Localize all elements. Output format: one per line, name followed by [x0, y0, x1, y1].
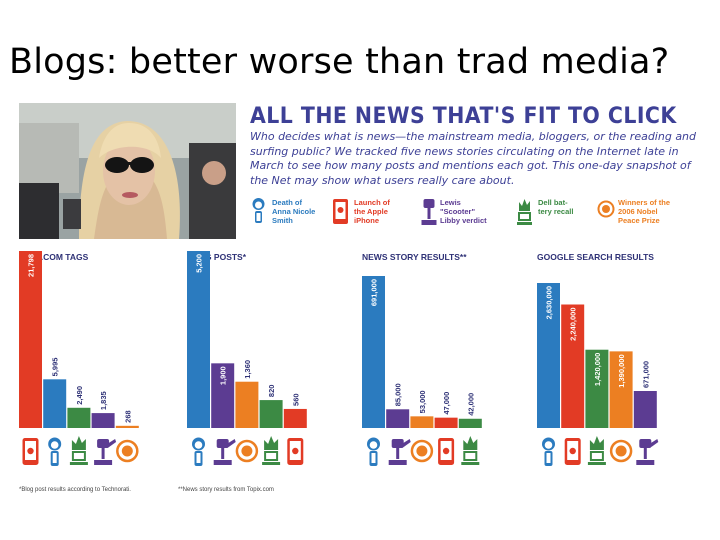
burning-laptop-icon [69, 436, 88, 465]
infographic-header: ALL THE NEWS THAT'S FIT TO CLICK Who dec… [236, 103, 702, 240]
bar-label: 820 [267, 385, 276, 398]
nobel-laurel-icon [597, 200, 615, 218]
bar-label: 1,390,000 [617, 354, 626, 387]
bar-label: 671,000 [641, 361, 650, 388]
gavel-icon [94, 439, 117, 465]
bar [633, 391, 657, 428]
bar-label: 5,200 [195, 254, 204, 273]
bar-label: 1,900 [219, 366, 228, 385]
legend-label: Death of Anna Nicole Smith [272, 198, 316, 225]
bar [561, 304, 585, 428]
nobel-laurel-icon [609, 439, 633, 463]
legend-label: Winners of the 2006 Nobel Peace Prize [618, 198, 671, 225]
chart-title: GOOGLE SEARCH RESULTS [537, 252, 654, 262]
bar [609, 351, 633, 428]
bar-label: 1,835 [99, 391, 108, 410]
infographic-intro: Who decides what is news—the mainstream … [250, 130, 697, 187]
legend-label: Lewis "Scooter" Libby verdict [440, 198, 487, 225]
bar-label: 691,000 [370, 279, 379, 306]
bar [19, 251, 42, 428]
gavel-icon [421, 199, 437, 225]
legend-label: Dell bat- tery recall [538, 198, 574, 216]
iphone-icon [22, 438, 39, 465]
bar [585, 349, 609, 428]
bar [458, 418, 482, 428]
bar-label: 47,000 [442, 392, 451, 415]
chart-panel: BLOG POSTS*5,200 1,900 1,360 820 560 [187, 251, 307, 466]
bar-label: 5,995 [51, 358, 60, 377]
iphone-icon [333, 199, 348, 224]
bar-label: 2,240,000 [569, 308, 578, 341]
bar-label: 53,000 [418, 390, 427, 413]
gavel-icon [388, 439, 411, 465]
burning-laptop-icon [262, 436, 281, 465]
nobel-laurel-icon [235, 439, 259, 463]
footnote-news: **News story results from Topix.com [178, 487, 274, 493]
iphone-icon [438, 438, 455, 465]
anna-nicole-icon [252, 198, 265, 223]
bar [410, 416, 434, 428]
bar-label: 268 [123, 410, 132, 423]
chart-title: BLOG POSTS* [187, 252, 247, 262]
bar [43, 379, 67, 428]
legend-label: Launch of the Apple iPhone [354, 198, 390, 225]
anna-nicole-icon [192, 437, 205, 466]
bar [91, 413, 115, 428]
bar [115, 425, 139, 428]
slide-title: Blogs: better worse than trad media? [9, 42, 670, 82]
footnote-blog: *Blog post results according to Technora… [19, 487, 131, 493]
bar-label: 2,630,000 [545, 286, 554, 319]
bar [537, 283, 560, 428]
chart-title: DIGG.COM TAGS [19, 252, 89, 262]
chart-panel: GOOGLE SEARCH RESULTS 2,630,000 2,240,000 1… [537, 252, 659, 466]
burning-laptop-icon [587, 436, 606, 465]
infographic-headline: ALL THE NEWS THAT'S FIT TO CLICK [250, 104, 677, 129]
bar [235, 381, 259, 428]
anna-nicole-icon [48, 437, 62, 466]
bar-label: 1,420,000 [593, 353, 602, 386]
bar-label: 21,798 [27, 254, 36, 277]
news-photo [19, 103, 236, 239]
burning-laptop-icon [517, 199, 532, 225]
nobel-laurel-icon [116, 439, 139, 463]
bar [434, 417, 458, 428]
bar-label: 42,000 [466, 393, 475, 416]
iphone-icon [564, 438, 581, 465]
bar [187, 251, 210, 428]
gavel-icon [213, 439, 236, 465]
bar-label: 1,360 [243, 360, 252, 379]
burning-laptop-icon [461, 436, 480, 465]
bar [211, 363, 235, 428]
bar [67, 407, 91, 428]
bar [362, 276, 385, 428]
gavel-icon [636, 439, 659, 465]
iphone-icon [287, 438, 304, 465]
woman-with-sunglasses-photo [19, 103, 236, 239]
bar [259, 400, 283, 428]
bar [386, 409, 410, 428]
bar-label: 2,490 [75, 386, 84, 405]
bar-label: 560 [291, 393, 300, 406]
anna-nicole-icon [367, 437, 380, 466]
chart-title: NEWS STORY RESULTS** [362, 252, 467, 262]
bar-label: 85,000 [394, 383, 403, 406]
anna-nicole-icon [542, 437, 555, 466]
bar [283, 408, 307, 428]
nobel-laurel-icon [410, 439, 434, 463]
chart-panel: NEWS STORY RESULTS** 691,000 85,000 53,000 4… [362, 252, 482, 466]
